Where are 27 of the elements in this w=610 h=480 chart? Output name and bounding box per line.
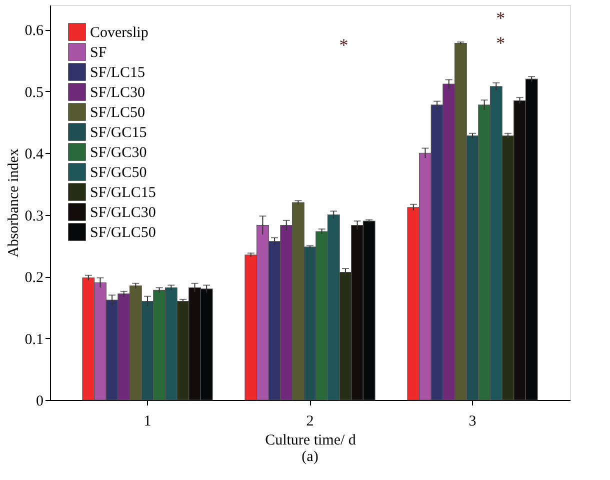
legend-label: Coverslip [90, 25, 148, 41]
legend-label: SF/GLC15 [90, 185, 156, 201]
y-tick-label: 0.4 [24, 146, 44, 163]
legend-label: SF/GC15 [90, 125, 147, 141]
legend-label: SF/LC15 [90, 65, 146, 81]
y-tick-label: 0 [36, 394, 44, 410]
legend-label: SF/LC30 [90, 85, 146, 101]
annotation: * [496, 8, 506, 28]
text: (a) [302, 449, 318, 465]
legend-label: SF [90, 45, 107, 61]
x-tick-label: 2 [306, 414, 314, 430]
legend-label: SF/GLC30 [90, 205, 156, 221]
y-tick-label: 0.5 [24, 84, 44, 101]
y-tick-label: 0.1 [24, 332, 44, 348]
x-axis-title: Culture time/ d [265, 432, 356, 448]
y-tick-label: 0.2 [24, 270, 44, 286]
y-tick-label: 0.3 [24, 208, 44, 224]
legend-label: SF/GC30 [90, 145, 147, 161]
y-tick-label: 0.6 [24, 23, 44, 40]
annotation: * [339, 35, 348, 55]
legend-label: SF/GLC50 [90, 225, 156, 241]
x-tick-label: 1 [144, 414, 152, 430]
annotation: * [496, 33, 506, 53]
y-axis-title: Absorbance index [6, 148, 22, 258]
legend-label: SF/LC50 [90, 105, 146, 121]
legend-label: SF/GC50 [90, 165, 147, 181]
x-tick-label: 3 [468, 414, 476, 430]
